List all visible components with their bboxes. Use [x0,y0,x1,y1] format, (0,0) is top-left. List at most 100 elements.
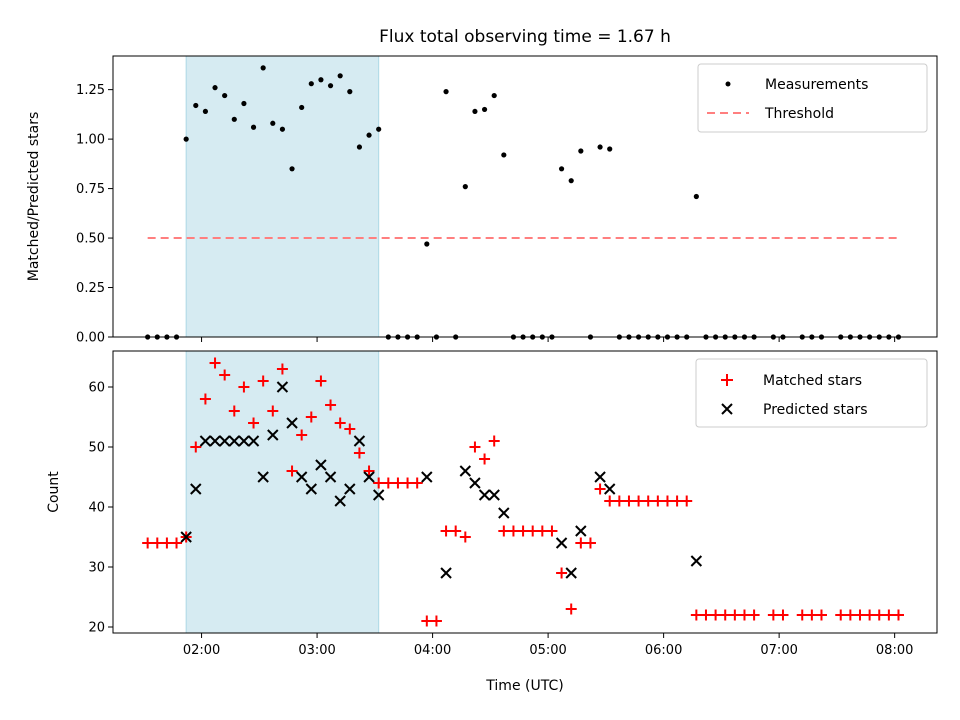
matched-stars-point [844,609,856,621]
x-tick-label: 02:00 [183,643,220,658]
matched-stars-point [228,405,240,417]
predicted-stars-point [594,471,606,483]
measurements-point [424,241,430,247]
matched-stars-point [815,609,827,621]
matched-stars-point [642,495,654,507]
measurements-point [193,102,199,109]
measurements-point [693,193,699,200]
matched-stars-point [806,609,818,621]
matched-stars-point [575,537,587,549]
legend-predicted-marker [721,403,733,415]
count-panel-ylabel: Count [46,471,62,513]
measurements-point [299,104,305,111]
matched-stars-point [498,525,510,537]
matched-stars-point [710,609,722,621]
matched-stars-point [488,435,500,447]
matched-stars-point [238,381,250,393]
x-tick-label: 08:00 [876,643,913,658]
matched-stars-point [344,423,356,435]
count-panel: 20 30 40 50 60 02:00 03:00 04:00 05:00 06:00 07:00… [88,350,913,658]
y-tick-label: 30 [88,561,105,576]
measurements-point [462,184,468,190]
matched-stars-point [681,495,693,507]
measurements-point [597,144,603,150]
observing-window-shade [185,55,380,338]
y-tick-label: 0.25 [76,281,105,296]
matched-stars-point [315,375,327,387]
matched-stars-point [527,525,539,537]
matched-stars-point [854,609,866,621]
y-tick-label: 20 [88,621,105,636]
matched-stars-point [864,609,876,621]
measurements-point [501,152,507,158]
legend-measurements-label: Measurements [765,77,868,93]
predicted-stars-point [478,489,491,501]
matched-stars-point [257,375,269,387]
matched-stars-point [671,495,683,507]
predicted-stars-point [353,435,366,447]
matched-stars-point [411,477,423,489]
y-tick-label: 1.25 [76,83,105,98]
measurements-point [366,132,372,138]
measurements-point [472,108,478,115]
matched-stars-point [353,447,365,459]
matched-stars-point [892,609,904,621]
measurements-point [279,126,286,132]
matched-stars-point [190,441,202,453]
matched-stars-point [161,537,173,549]
matched-stars-point [873,609,885,621]
x-tick-label: 04:00 [414,643,451,658]
matched-stars-point [652,495,664,507]
measurements-point [183,136,189,142]
measurements-point [202,108,209,115]
matched-stars-point [556,567,568,579]
matched-stars-point [334,417,346,429]
measurements-point [260,65,266,71]
predicted-stars-point [334,495,346,507]
y-tick-label: 1.00 [76,133,105,148]
predicted-stars-point [276,381,289,393]
predicted-stars-point [555,537,568,549]
matched-stars-point [440,525,452,537]
measurements-point [270,120,276,126]
ratio-panel-frame [112,55,938,338]
measurements-point [212,85,218,91]
predicted-stars-point [286,417,298,429]
matched-stars-point [777,609,789,621]
chart-title: Flux total observing time = 1.67 h [379,27,671,47]
matched-stars-point [546,525,558,537]
legend-matched-label: Matched stars [763,373,862,389]
predicted-stars-point [324,471,337,483]
matched-stars-point [594,483,606,495]
matched-stars-point [565,603,577,615]
matched-stars-point [719,609,731,621]
matched-stars-point [613,495,625,507]
measurements-point [337,73,343,79]
legend-matched-marker [721,374,733,386]
legend-predicted-label: Predicted stars [763,402,868,418]
x-tick-label: 07:00 [760,643,797,658]
x-tick-label: 06:00 [645,643,682,658]
predicted-stars-point [180,531,192,543]
predicted-stars-point [459,465,472,477]
matched-stars-point [748,609,760,621]
predicted-stars-point [575,525,587,537]
measurements-point [568,178,574,184]
predicted-stars-point [469,477,481,489]
predicted-stars-point [295,471,308,483]
y-tick-label: 0.75 [76,182,105,197]
predicted-stars-point [604,483,616,495]
predicted-stars-point [228,435,240,447]
measurements-point [347,89,353,95]
predicted-stars-point [238,435,250,447]
matched-stars-point [517,525,529,537]
measurements-point [250,124,257,130]
legend-measurements-marker [725,81,731,87]
matched-stars-point [507,525,519,537]
x-axis-label: Time (UTC) [485,678,563,694]
matched-stars-point [199,393,211,405]
y-tick-label: 60 [88,381,105,396]
measurements-point [289,166,295,172]
predicted-stars-point [372,489,385,501]
y-tick-label: 0.00 [76,331,105,346]
